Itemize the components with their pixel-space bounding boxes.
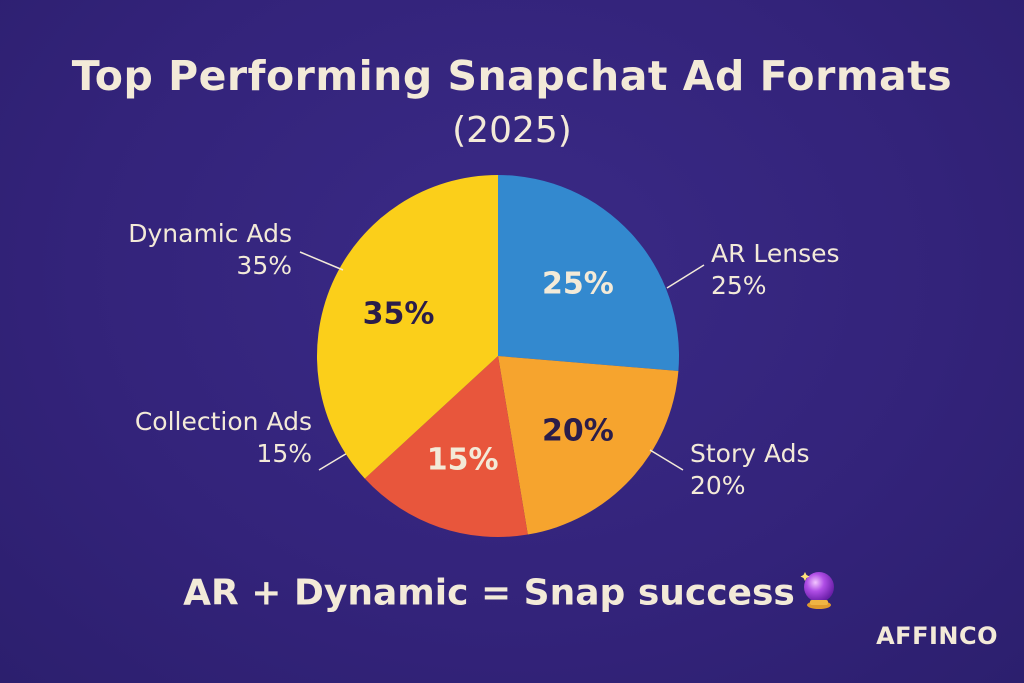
slice-percent-label-story-ads: 20% <box>690 471 746 500</box>
leader-line-story-ads <box>649 449 684 471</box>
slice-name-label-ar-lenses: AR Lenses <box>711 239 840 268</box>
slice-name-label-story-ads: Story Ads <box>690 439 810 468</box>
chart-title: Top Performing Snapchat Ad Formats <box>71 52 953 100</box>
pie-slice-dynamic-ads <box>316 175 498 479</box>
pie-slice-ar-lenses <box>498 175 679 371</box>
brand-logo: AFFINCO <box>876 622 998 650</box>
slice-value-label-ar-lenses: 25% <box>542 266 614 301</box>
leader-line-ar-lenses <box>666 264 705 289</box>
slice-name-label-dynamic-ads: Dynamic Ads <box>128 219 292 248</box>
slice-percent-label-collection-ads: 15% <box>256 439 312 468</box>
slice-percent-label-ar-lenses: 25% <box>711 271 767 300</box>
caption-text: AR + Dynamic = Snap success <box>183 572 795 614</box>
leader-line-dynamic-ads <box>299 251 344 271</box>
slice-value-label-collection-ads: 15% <box>427 443 499 478</box>
slice-name-label-collection-ads: Collection Ads <box>135 407 312 436</box>
pie-slice-collection-ads <box>364 356 528 537</box>
caption: AR + Dynamic = Snap success <box>0 568 1024 621</box>
slice-percent-label-dynamic-ads: 35% <box>236 251 292 280</box>
pie-slice-story-ads <box>498 356 679 535</box>
crystal-ball-icon <box>797 568 841 621</box>
slice-value-label-story-ads: 20% <box>542 414 614 449</box>
slice-value-label-dynamic-ads: 35% <box>363 296 435 331</box>
chart-subtitle: (2025) <box>452 110 572 151</box>
leader-line-collection-ads <box>318 451 350 471</box>
